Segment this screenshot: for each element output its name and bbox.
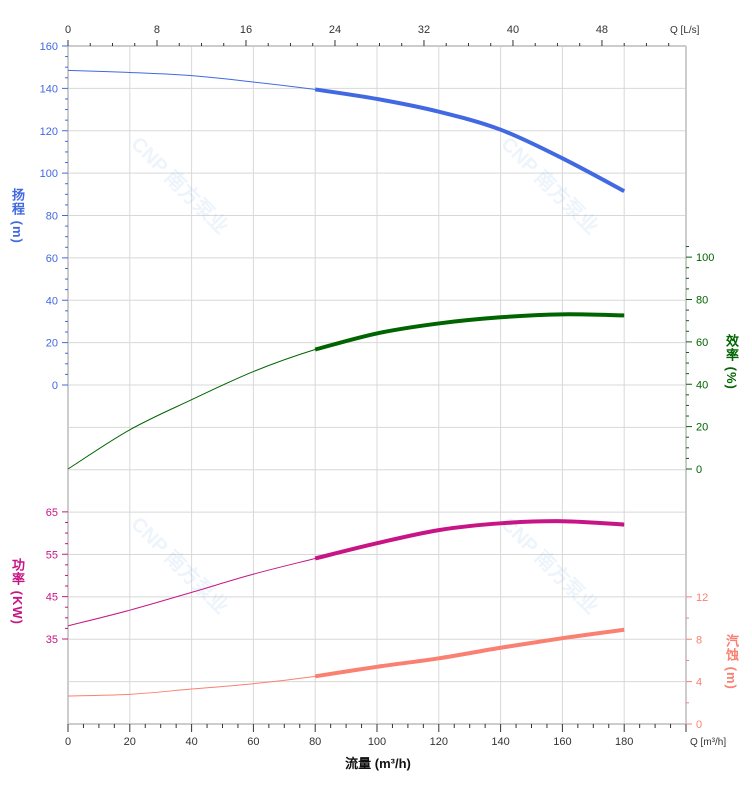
power-operating-range-curve	[314, 519, 625, 561]
power-tick-label: 55	[46, 549, 58, 561]
npsh-operating-range-curve	[314, 627, 625, 679]
head-tick-label: 60	[46, 253, 58, 265]
x2-tick-label: 24	[329, 24, 341, 36]
x2-tick-label: 48	[596, 24, 608, 36]
x-tick-label: 100	[368, 736, 386, 748]
x2-tick-label: 0	[65, 24, 71, 36]
head-tick-label: 40	[46, 295, 58, 307]
efficiency-tick-label: 60	[696, 337, 708, 349]
x-tick-label: 60	[247, 736, 259, 748]
x2-tick-label: 8	[154, 24, 160, 36]
head-label-name: 扬程	[10, 188, 25, 216]
npsh-label-name: 汽蚀	[724, 634, 739, 662]
watermark-logo: CNP 南方泵业	[496, 512, 603, 619]
power-label-name: 功率	[10, 558, 25, 586]
efficiency-curve	[67, 313, 625, 470]
x2-tick-label: 40	[507, 24, 519, 36]
npsh-label-unit: (m)	[724, 666, 739, 690]
x-axis-title: 流量 (m³/h)	[345, 756, 411, 771]
x-tick-label: 20	[124, 736, 136, 748]
power-tick-label: 45	[46, 592, 58, 604]
head-label-unit: (m)	[10, 220, 25, 244]
efficiency-tick-label: 80	[696, 295, 708, 307]
head-tick-label: 0	[52, 380, 58, 392]
efficiency-operating-range-curve	[314, 312, 625, 352]
x2-tick-label: 32	[418, 24, 430, 36]
power-tick-label: 65	[46, 507, 58, 519]
x-unit-label: Q [m³/h]	[690, 737, 726, 748]
efficiency-tick-label: 100	[696, 252, 714, 264]
efficiency-tick-label: 40	[696, 379, 708, 391]
x-tick-label: 0	[65, 736, 71, 748]
efficiency-tick-label: 20	[696, 422, 708, 434]
efficiency-tick-label: 0	[696, 464, 702, 476]
x2-tick-label: 16	[240, 24, 252, 36]
head-tick-label: 20	[46, 338, 58, 350]
npsh-tick-label: 8	[696, 634, 702, 646]
power-tick-label: 35	[46, 634, 58, 646]
head-tick-label: 100	[40, 168, 58, 180]
power-label-unit: (KW)	[10, 590, 25, 625]
watermark-logo: CNP 南方泵业	[126, 132, 233, 239]
x2-unit-label: Q [L/s]	[670, 25, 700, 36]
x-tick-label: 180	[615, 736, 633, 748]
npsh-axis-label: 汽蚀 (m)	[722, 634, 741, 690]
efficiency-label-unit: (%)	[724, 366, 739, 390]
watermark-logo: CNP 南方泵业	[126, 512, 233, 619]
head-tick-label: 80	[46, 211, 58, 223]
npsh-tick-label: 4	[696, 677, 702, 689]
x-tick-label: 160	[553, 736, 571, 748]
efficiency-label-name: 效率	[724, 334, 739, 362]
x-tick-label: 120	[430, 736, 448, 748]
x-tick-label: 140	[491, 736, 509, 748]
head-axis-label: 扬程 (m)	[8, 188, 27, 244]
efficiency-axis-label: 效率 (%)	[722, 334, 741, 390]
power-axis-label: 功率 (KW)	[8, 558, 27, 625]
npsh-tick-label: 12	[696, 592, 708, 604]
npsh-tick-label: 0	[696, 719, 702, 731]
x-tick-label: 80	[309, 736, 321, 748]
head-tick-label: 160	[40, 41, 58, 53]
watermark-logo: CNP 南方泵业	[496, 132, 603, 239]
head-tick-label: 120	[40, 126, 58, 138]
head-operating-range-curve	[314, 87, 626, 193]
x-tick-label: 40	[185, 736, 197, 748]
head-tick-label: 140	[40, 83, 58, 95]
